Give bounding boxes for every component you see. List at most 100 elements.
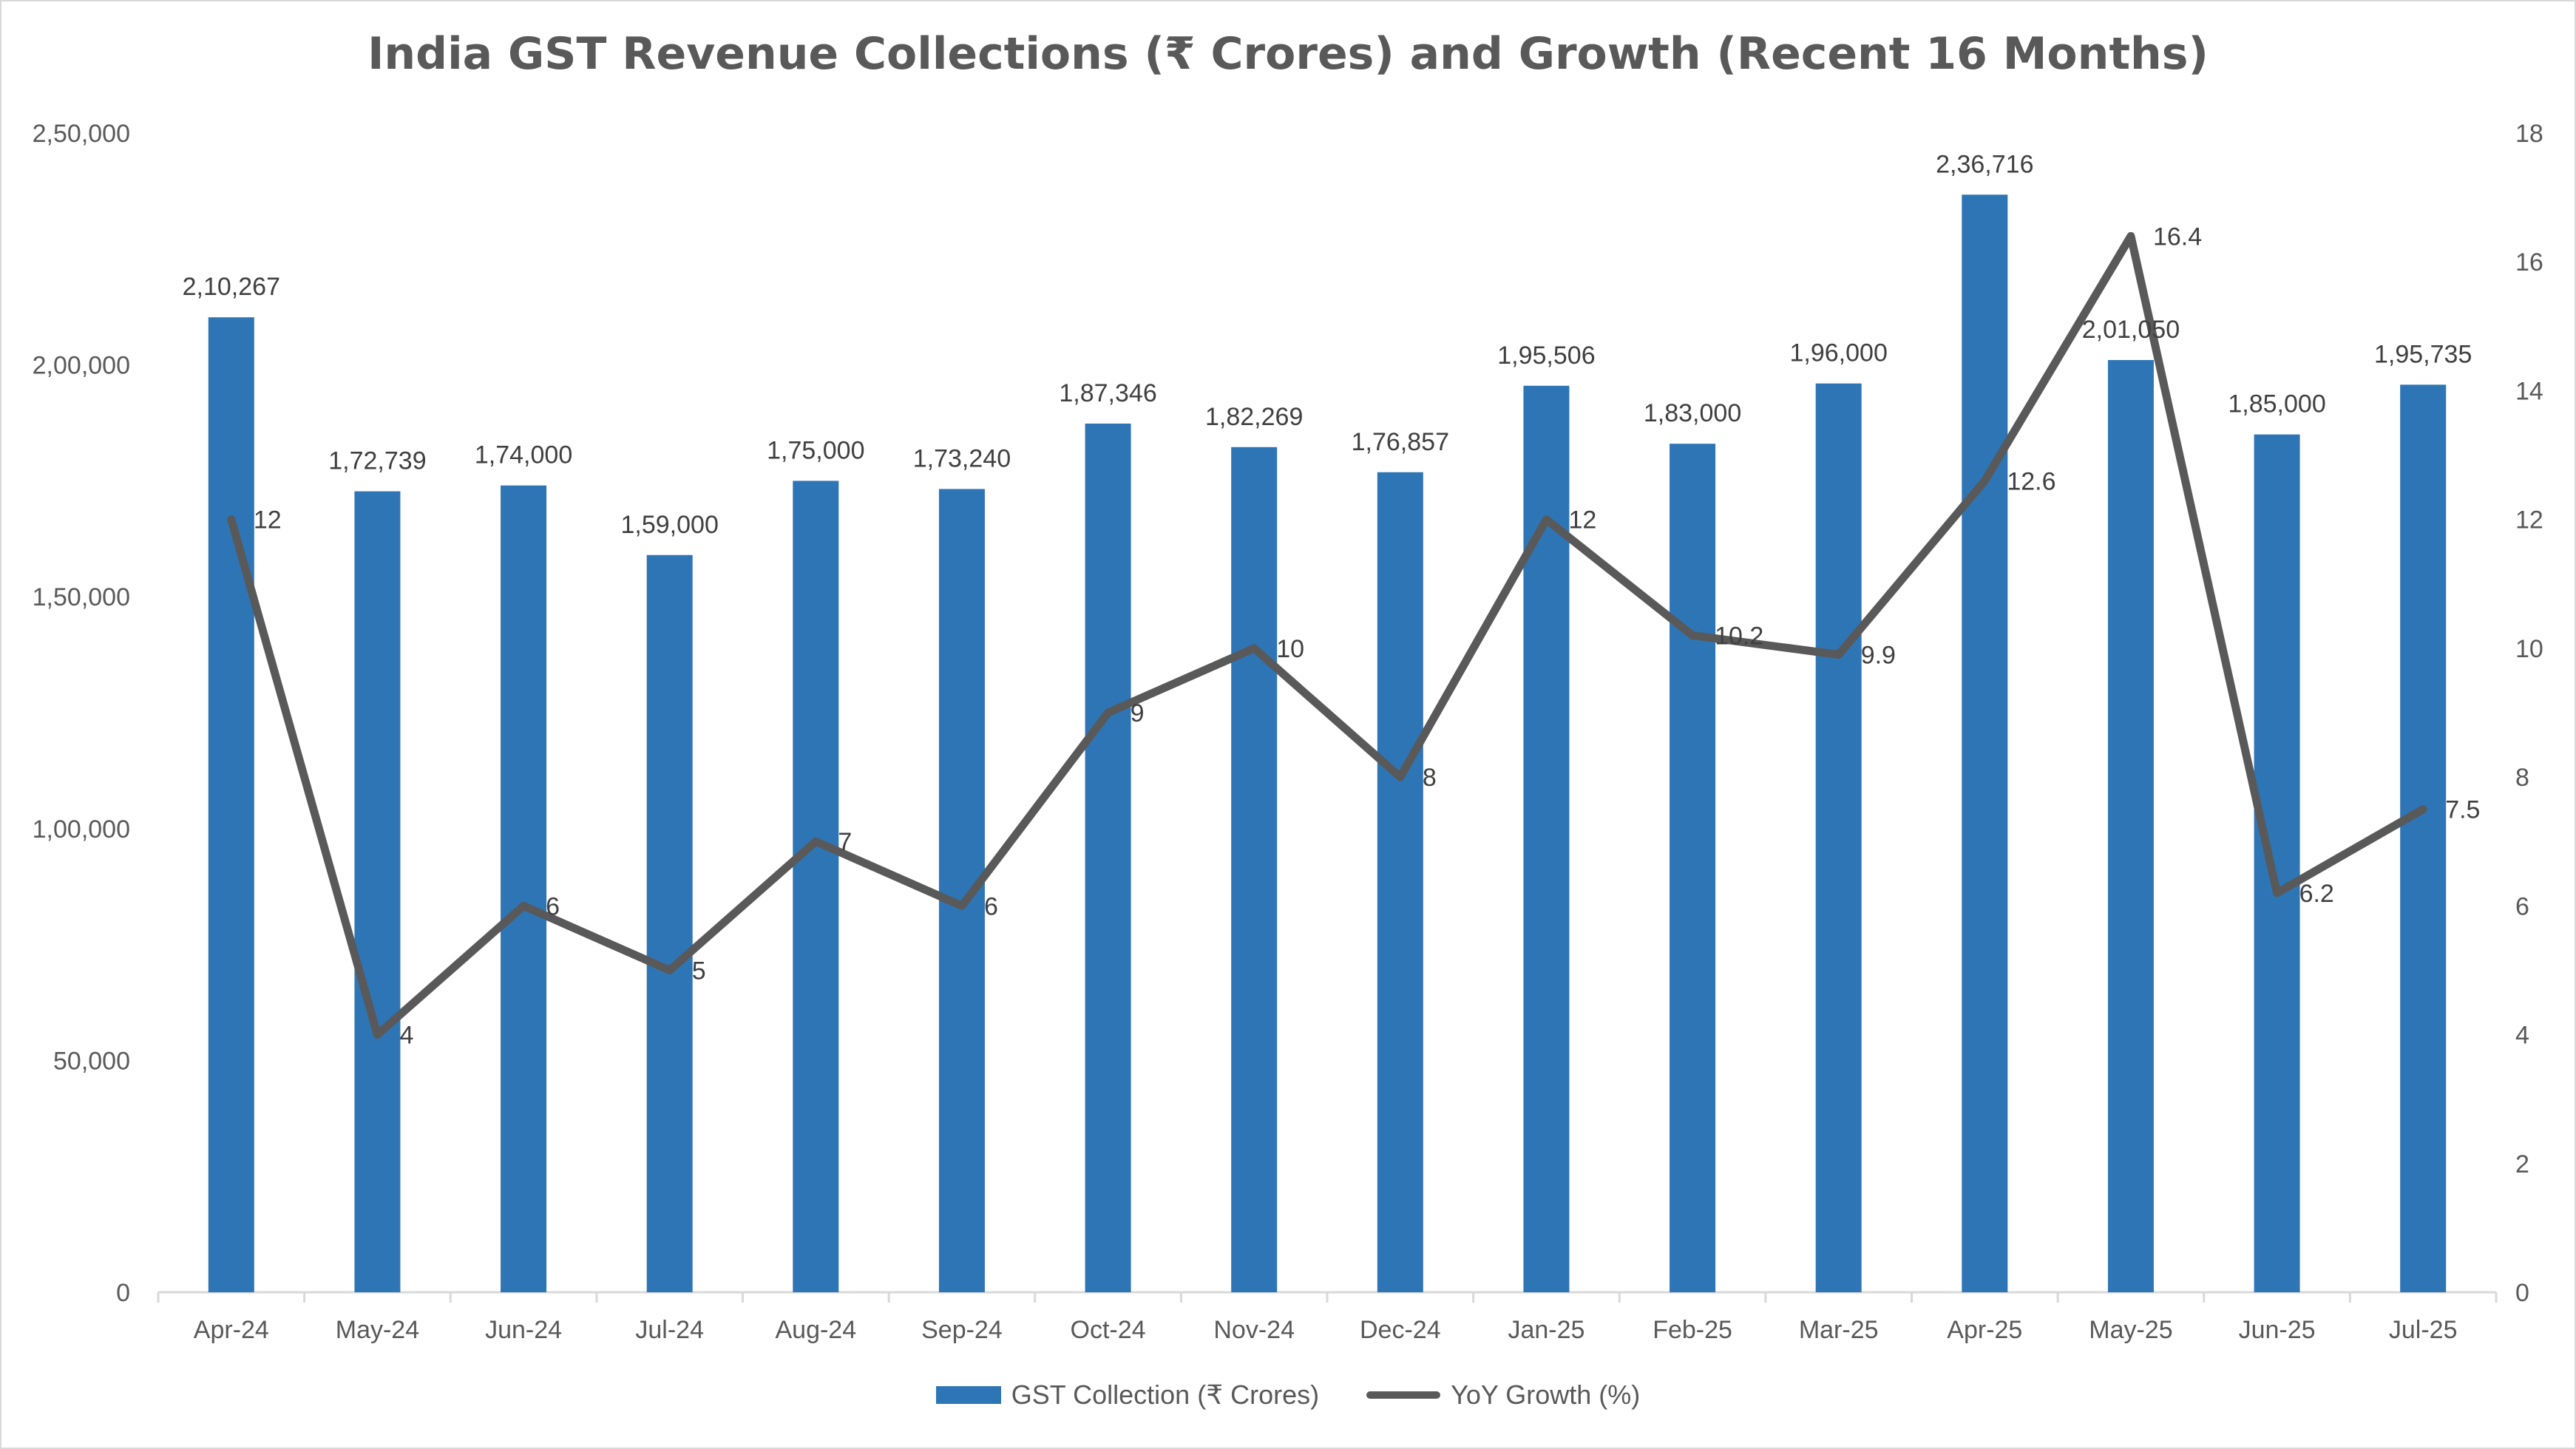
y-right-tick-label: 14 bbox=[2515, 377, 2543, 405]
x-tick-label: Mar-25 bbox=[1799, 1316, 1879, 1344]
bar bbox=[1231, 447, 1278, 1292]
growth-point bbox=[812, 838, 820, 846]
bar-data-label: 1,76,857 bbox=[1352, 428, 1449, 456]
growth-point bbox=[1250, 644, 1258, 652]
growth-data-label: 9 bbox=[1131, 699, 1145, 727]
legend-item-gst-collection: GST Collection (₹ Crores) bbox=[935, 1380, 1320, 1411]
legend-swatch-line bbox=[1366, 1391, 1441, 1399]
x-tick-label: Apr-25 bbox=[1947, 1316, 2022, 1344]
x-tick-label: Aug-24 bbox=[775, 1316, 856, 1344]
bar-data-label: 1,95,506 bbox=[1497, 342, 1595, 370]
bar bbox=[1523, 385, 1570, 1292]
growth-point bbox=[520, 902, 528, 910]
y-left-tick-label: 2,00,000 bbox=[33, 352, 130, 380]
x-tick-label: Dec-24 bbox=[1360, 1316, 1441, 1344]
growth-data-label: 6 bbox=[546, 892, 560, 920]
bar bbox=[1085, 423, 1131, 1293]
growth-point bbox=[957, 902, 966, 910]
y-right-tick-label: 18 bbox=[2515, 120, 2543, 148]
y-left-tick-label: 0 bbox=[116, 1279, 130, 1307]
bar-data-label: 1,59,000 bbox=[621, 511, 719, 539]
growth-point bbox=[1542, 515, 1550, 523]
x-tick-label: Jun-25 bbox=[2239, 1316, 2316, 1344]
chart-title: India GST Revenue Collections (₹ Crores)… bbox=[367, 28, 2209, 80]
growth-data-label: 5 bbox=[692, 957, 706, 985]
growth-point bbox=[2126, 232, 2135, 240]
bar bbox=[646, 554, 693, 1292]
growth-point bbox=[373, 1031, 382, 1039]
x-tick-label: May-25 bbox=[2089, 1316, 2172, 1344]
legend-label-yoy-growth: YoY Growth (%) bbox=[1451, 1380, 1641, 1410]
growth-point bbox=[1689, 631, 1697, 639]
bar-data-label: 1,87,346 bbox=[1059, 379, 1156, 407]
x-tick-label: Jul-25 bbox=[2389, 1316, 2458, 1344]
y-right-tick-label: 12 bbox=[2515, 506, 2543, 535]
bar-data-label: 2,36,716 bbox=[1936, 150, 2033, 178]
y-right-tick-label: 0 bbox=[2515, 1279, 2529, 1307]
growth-point bbox=[2273, 889, 2281, 897]
x-tick-label: Jun-24 bbox=[485, 1316, 562, 1344]
growth-point bbox=[1396, 773, 1404, 781]
y-left-tick-label: 1,50,000 bbox=[33, 583, 130, 611]
y-right-tick-label: 16 bbox=[2515, 248, 2543, 276]
x-tick-label: Nov-24 bbox=[1213, 1316, 1295, 1344]
y-right-tick-label: 8 bbox=[2515, 764, 2529, 792]
x-tick-label: Jul-24 bbox=[635, 1316, 704, 1344]
legend-item-yoy-growth: YoY Growth (%) bbox=[1366, 1380, 1640, 1411]
growth-data-label: 10 bbox=[1276, 635, 1304, 663]
bar-data-label: 1,82,269 bbox=[1205, 403, 1303, 431]
legend-swatch-bar bbox=[935, 1386, 1001, 1404]
growth-data-label: 10.2 bbox=[1715, 622, 1763, 650]
growth-data-label: 6.2 bbox=[2299, 880, 2334, 908]
y-right-tick-label: 6 bbox=[2515, 892, 2529, 920]
y-left-tick-label: 1,00,000 bbox=[33, 815, 130, 844]
y-left-tick-label: 2,50,000 bbox=[33, 120, 130, 148]
bar bbox=[501, 485, 547, 1292]
bar-data-label: 1,75,000 bbox=[767, 436, 864, 464]
growth-data-label: 8 bbox=[1423, 764, 1437, 792]
y-left-tick-label: 50,000 bbox=[53, 1047, 130, 1075]
bar bbox=[1670, 444, 1716, 1292]
bar-data-label: 1,74,000 bbox=[475, 441, 572, 469]
bar-data-label: 1,95,735 bbox=[2374, 340, 2472, 368]
x-tick-label: May-24 bbox=[336, 1316, 419, 1344]
growth-data-label: 7 bbox=[838, 828, 852, 856]
growth-point bbox=[665, 966, 674, 974]
legend-label-gst-collection: GST Collection (₹ Crores) bbox=[1011, 1380, 1320, 1410]
bar bbox=[793, 481, 839, 1292]
bar bbox=[2400, 384, 2447, 1292]
growth-data-label: 16.4 bbox=[2153, 223, 2202, 251]
growth-data-label: 7.5 bbox=[2445, 796, 2480, 824]
bar bbox=[1377, 472, 1423, 1292]
x-tick-label: Oct-24 bbox=[1071, 1316, 1146, 1344]
growth-point bbox=[227, 515, 235, 523]
x-tick-label: Sep-24 bbox=[921, 1316, 1003, 1344]
bar-data-label: 1,96,000 bbox=[1790, 339, 1888, 367]
growth-data-label: 12 bbox=[1568, 506, 1596, 535]
growth-data-label: 12.6 bbox=[2007, 467, 2055, 495]
bar bbox=[1962, 194, 2008, 1292]
y-right-tick-label: 10 bbox=[2515, 635, 2543, 663]
bar-data-label: 1,72,739 bbox=[328, 447, 426, 475]
growth-data-label: 12 bbox=[254, 506, 282, 535]
growth-data-label: 6 bbox=[984, 892, 998, 920]
bar-data-label: 2,01,050 bbox=[2082, 316, 2180, 344]
bar bbox=[1815, 383, 1862, 1292]
growth-data-label: 4 bbox=[399, 1022, 413, 1050]
bar bbox=[2107, 360, 2154, 1292]
bar-data-label: 1,85,000 bbox=[2228, 390, 2325, 418]
growth-data-label: 9.9 bbox=[1861, 642, 1896, 670]
growth-point bbox=[1981, 477, 1989, 485]
growth-point bbox=[2419, 805, 2427, 813]
bar-data-label: 1,73,240 bbox=[913, 444, 1011, 472]
bar bbox=[2254, 434, 2300, 1293]
y-right-tick-label: 4 bbox=[2515, 1022, 2529, 1050]
x-tick-label: Apr-24 bbox=[194, 1316, 269, 1344]
x-tick-label: Jan-25 bbox=[1508, 1316, 1584, 1344]
growth-point bbox=[1834, 651, 1843, 659]
growth-line bbox=[227, 231, 2427, 1039]
bar bbox=[208, 317, 254, 1293]
bar bbox=[354, 491, 401, 1292]
legend: GST Collection (₹ Crores) YoY Growth (%) bbox=[0, 1380, 2576, 1411]
